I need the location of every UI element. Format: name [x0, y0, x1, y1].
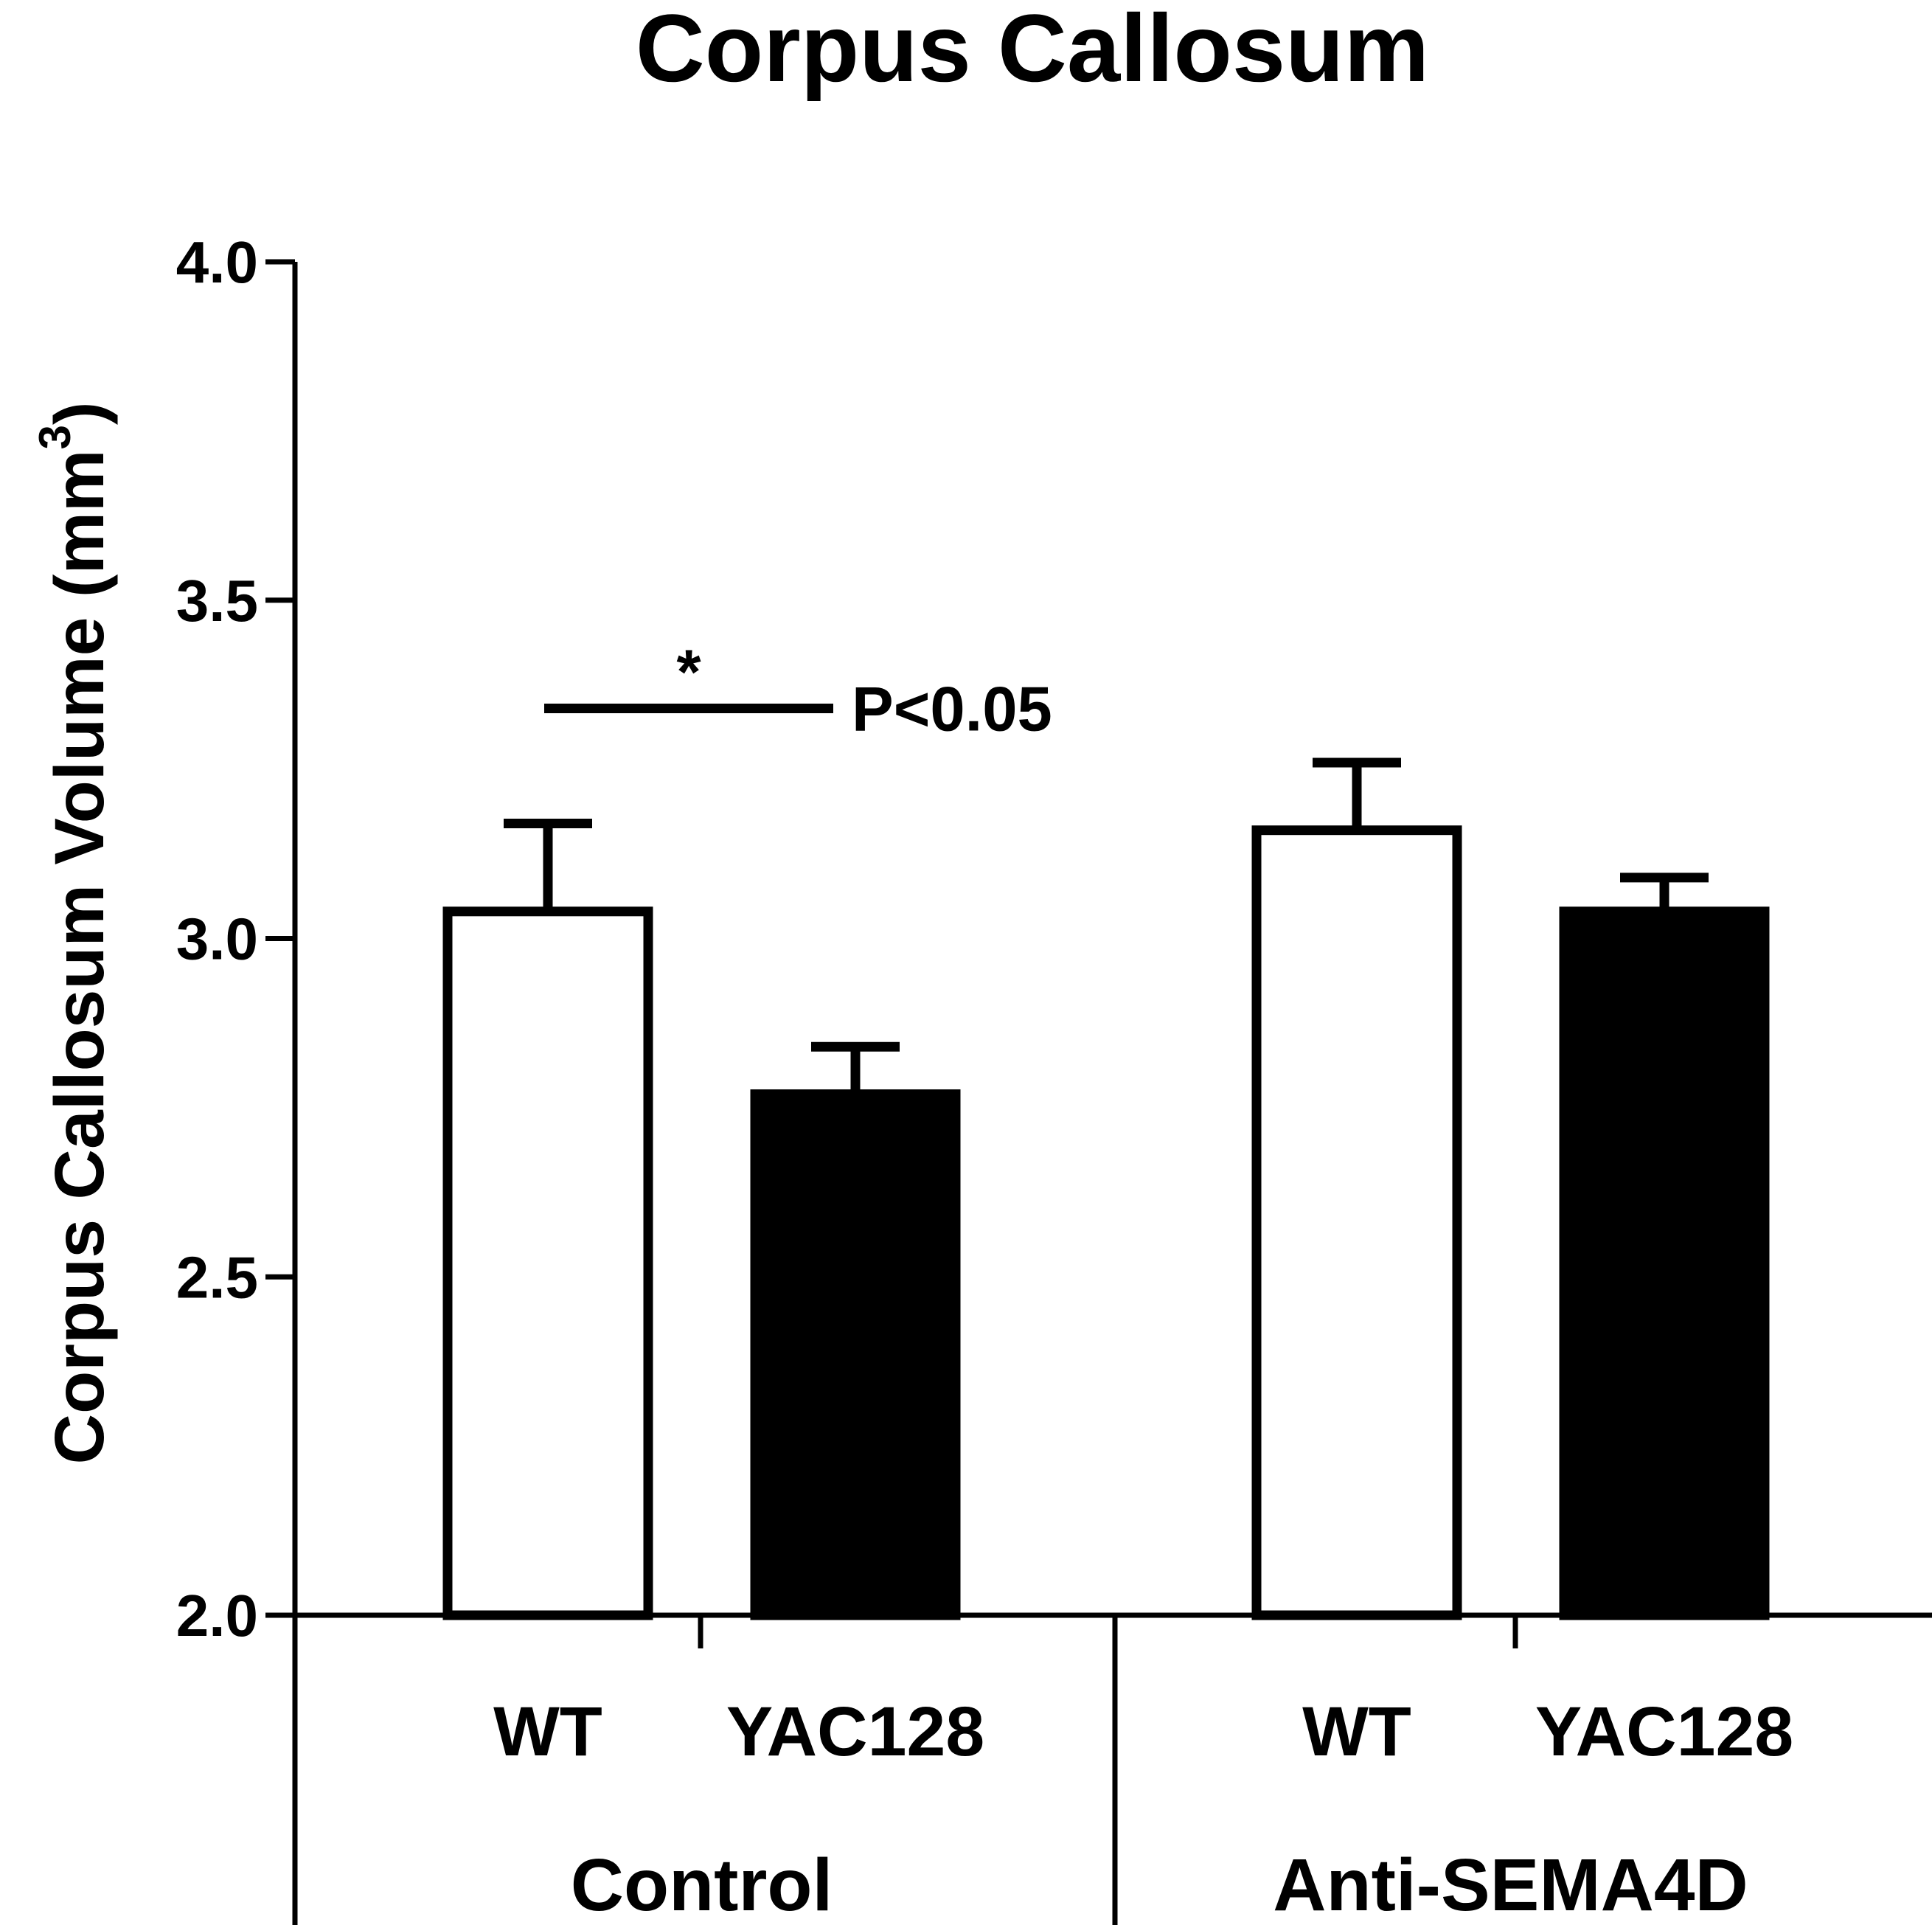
bar [1251, 825, 1462, 1620]
y-tick-label: 3.0 [176, 906, 258, 972]
category-label: YAC128 [726, 1693, 984, 1771]
bar [442, 906, 653, 1620]
group-labels: Control Anti-SEMA4D [571, 1844, 1748, 1925]
y-tick-label: 2.5 [176, 1244, 258, 1310]
bars [442, 757, 1770, 1620]
bar [1559, 906, 1770, 1620]
group-label: Control [571, 1844, 833, 1925]
p-value-label: P<0.05 [852, 675, 1052, 745]
chart-title: Corpus Callosum [636, 0, 1429, 102]
y-axis-label-close: ) [41, 402, 119, 426]
y-ticks: 2.0 2.5 3.0 3.5 4.0 [176, 229, 295, 1648]
bar [750, 1089, 961, 1620]
significance-annotation: * P<0.05 [544, 638, 1052, 745]
y-axis-label-main: Corpus Callosum Volume (mm [41, 450, 119, 1465]
y-tick-label: 2.0 [176, 1583, 258, 1648]
y-axis-label: Corpus Callosum Volume (mm3) [30, 402, 119, 1465]
y-axis-label-superscript: 3 [30, 425, 80, 449]
category-label: WT [1302, 1693, 1411, 1771]
group-label: Anti-SEMA4D [1273, 1844, 1748, 1925]
category-label: WT [493, 1693, 602, 1771]
y-tick-label: 4.0 [176, 229, 258, 295]
category-labels: WT YAC128 WT YAC128 [493, 1693, 1793, 1771]
y-tick-label: 3.5 [176, 568, 258, 634]
category-label: YAC128 [1535, 1693, 1793, 1771]
significance-star: * [676, 638, 701, 708]
